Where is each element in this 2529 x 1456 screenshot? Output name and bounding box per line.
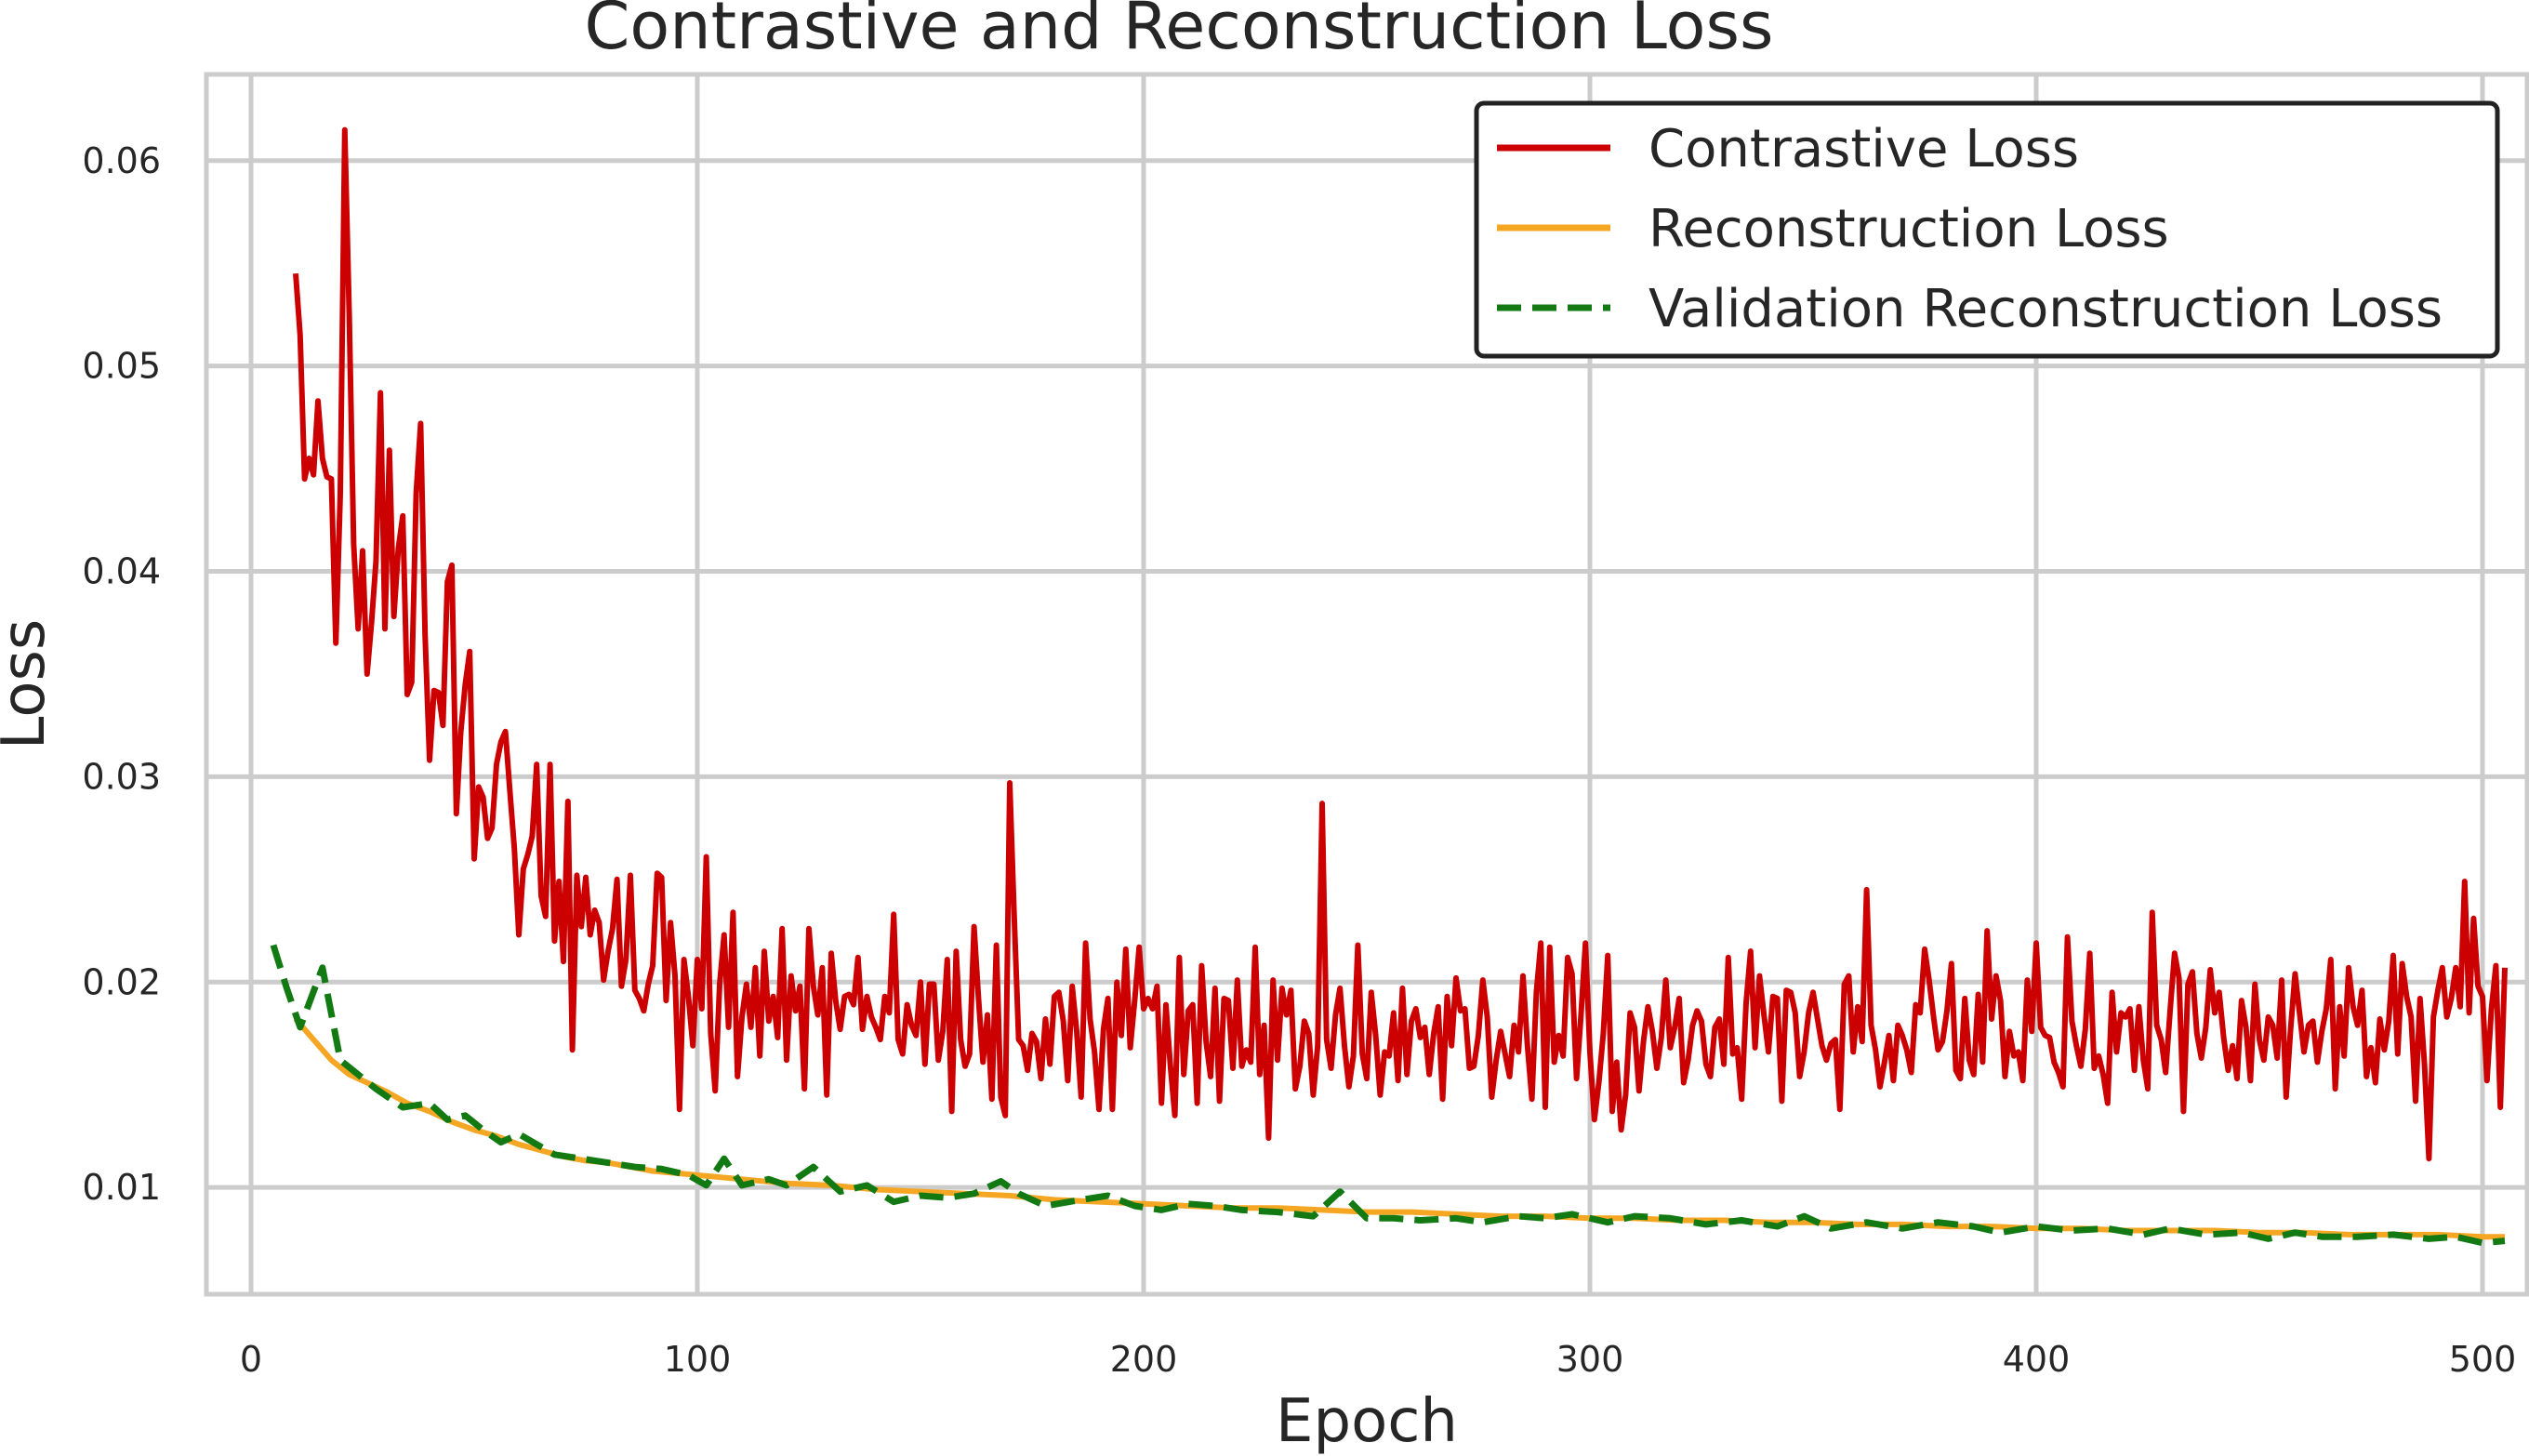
legend-label: Reconstruction Loss bbox=[1648, 199, 2169, 259]
contrastive-loss-line bbox=[293, 126, 2508, 1162]
plot-area-frame bbox=[204, 72, 2529, 1297]
y-tick-label: 0.05 bbox=[82, 346, 161, 387]
y-tick-label: 0.06 bbox=[82, 140, 161, 181]
chart-title: Contrastive and Reconstruction Loss bbox=[585, 0, 1774, 64]
x-tick-label: 500 bbox=[2449, 1339, 2517, 1380]
legend-entry-reconstruction: Reconstruction Loss bbox=[1497, 199, 2169, 259]
legend-entry-validation: Validation Reconstruction Loss bbox=[1497, 279, 2443, 339]
legend-entry-contrastive: Contrastive Loss bbox=[1497, 119, 2079, 179]
plot-series bbox=[270, 126, 2508, 1247]
y-axis-label: Loss bbox=[0, 619, 59, 749]
x-tick-label: 0 bbox=[240, 1339, 262, 1380]
legend-label: Contrastive Loss bbox=[1648, 119, 2079, 179]
x-tick-label: 300 bbox=[1556, 1339, 1624, 1380]
y-tick-label: 0.04 bbox=[82, 551, 161, 592]
y-tick-label: 0.02 bbox=[82, 961, 161, 1002]
axis-ticks: 0 100 200 300 400 500 0.01 0.02 0.03 0.04 0.05 0.06 bbox=[82, 140, 2516, 1380]
legend: Contrastive Loss Reconstruction Loss Valid… bbox=[1474, 100, 2500, 359]
x-axis-label: Epoch bbox=[1276, 1387, 1458, 1456]
y-tick-label: 0.03 bbox=[82, 756, 161, 797]
x-tick-label: 400 bbox=[2003, 1339, 2071, 1380]
x-tick-label: 100 bbox=[664, 1339, 732, 1380]
legend-label: Validation Reconstruction Loss bbox=[1648, 279, 2443, 339]
y-tick-label: 0.01 bbox=[82, 1167, 161, 1208]
x-tick-label: 200 bbox=[1110, 1339, 1178, 1380]
legend-box bbox=[1474, 100, 2500, 359]
validation-reconstruction-loss-line bbox=[270, 944, 2506, 1247]
